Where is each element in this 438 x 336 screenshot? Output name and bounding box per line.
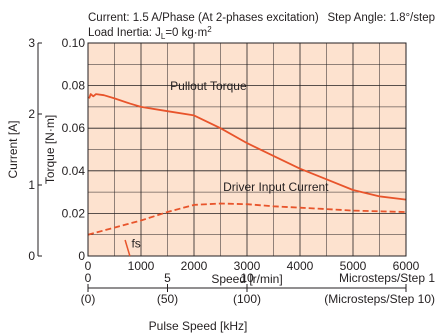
fs-marker-line bbox=[124, 239, 131, 257]
pulse-tick-label: 0 bbox=[85, 271, 92, 285]
pulse-speed-axis: 0 (0) 5 (50) 10 (100) bbox=[81, 271, 407, 306]
pulse-tick-label: 10 bbox=[240, 271, 254, 285]
x-tick-label: 0 bbox=[85, 259, 92, 273]
grid bbox=[88, 43, 406, 256]
pulse-tick-sublabel: (100) bbox=[233, 292, 261, 306]
pulse-axis-label: Pulse Speed [kHz] bbox=[149, 319, 248, 333]
series-driver-input-current bbox=[87, 202, 407, 236]
y-tick-label: 0.06 bbox=[62, 121, 86, 135]
x-tick-label: 1000 bbox=[128, 259, 155, 273]
y-tick-label: 0.10 bbox=[62, 36, 86, 50]
x-axis-label: Speed [r/min] bbox=[211, 272, 282, 286]
y-axis-label: Torque [N·m] bbox=[43, 115, 57, 184]
y-tick-label: 0 bbox=[78, 249, 85, 263]
x-tick-label: 6000 bbox=[393, 259, 420, 273]
x-tick-label: 3000 bbox=[234, 259, 261, 273]
y2-tick-label: 1 bbox=[28, 178, 35, 192]
axes: 0 1000 2000 3000 4000 5000 6000 0 0.02 0.04 0.06 0.… bbox=[28, 36, 419, 273]
annotation-driver-input-current: Driver Input Current bbox=[223, 180, 329, 194]
series-group bbox=[87, 93, 407, 236]
y-tick-label: 0.04 bbox=[62, 164, 86, 178]
y2-axis-label: Current [A] bbox=[6, 120, 20, 178]
y2-tick-label: 2 bbox=[28, 107, 35, 121]
pulse-tick-sublabel: (0) bbox=[81, 292, 96, 306]
pulse-axis-right-bottom: (Microsteps/Step 10) bbox=[324, 292, 435, 306]
pulse-tick-sublabel: (50) bbox=[157, 292, 178, 306]
annotation-pullout-torque: Pullout Torque bbox=[170, 79, 247, 93]
header-line2: Load Inertia: JL=0 kg·m2 bbox=[88, 25, 212, 41]
header-line1-left: Current: 1.5 A/Phase (At 2-phases excita… bbox=[88, 12, 319, 24]
y-tick-label: 0.02 bbox=[62, 206, 86, 220]
x-tick-label: 5000 bbox=[340, 259, 367, 273]
pulse-tick-label: 5 bbox=[164, 271, 171, 285]
annotation-fs: fs bbox=[131, 236, 140, 250]
y-tick-label: 0.08 bbox=[62, 79, 86, 93]
x-tick-label: 4000 bbox=[287, 259, 314, 273]
y2-tick-label: 0 bbox=[28, 249, 35, 263]
pulse-axis-right-top: Microsteps/Step 1 bbox=[339, 271, 435, 285]
plot-frame bbox=[87, 42, 407, 257]
series-pullout-torque bbox=[88, 93, 407, 201]
y2-tick-label: 3 bbox=[28, 36, 35, 50]
header-line1-right: Step Angle: 1.8°/step bbox=[327, 12, 435, 24]
x-tick-label: 2000 bbox=[181, 259, 208, 273]
